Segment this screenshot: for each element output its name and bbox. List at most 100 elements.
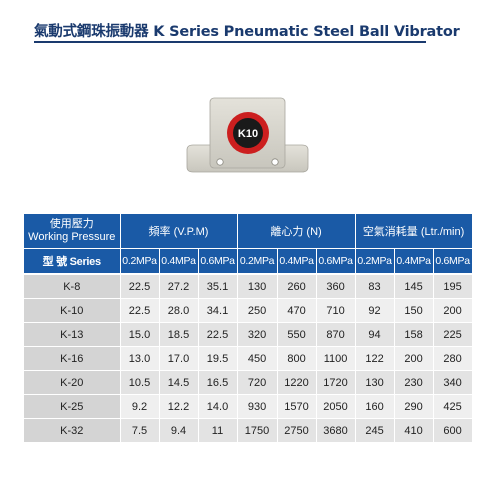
value-cell: 17.0 [159,346,199,371]
pressure-header: 0.2MPa [120,248,160,275]
value-cell: 22.5 [120,274,160,299]
model-cell: K-13 [24,322,121,347]
value-cell: 3680 [316,418,356,443]
model-cell: K-20 [24,370,121,395]
value-cell: 340 [433,370,473,395]
value-cell: 800 [277,346,317,371]
value-cell: 2050 [316,394,356,419]
value-cell: 122 [355,346,395,371]
table-row: K-16 13.0 17.0 19.5 450 800 1100 122 200 280 [24,346,473,371]
spec-table: 使用壓力 Working Pressure 頻率 (V.P.M) 離心力 (N)… [24,214,473,443]
value-cell: 710 [316,298,356,323]
value-cell: 13.0 [120,346,160,371]
value-cell: 470 [277,298,317,323]
value-cell: 260 [277,274,317,299]
value-cell: 22.5 [198,322,238,347]
model-cell: K-25 [24,394,121,419]
pressure-header: 0.4MPa [394,248,434,275]
value-cell: 145 [394,274,434,299]
value-cell: 1720 [316,370,356,395]
value-cell: 15.0 [120,322,160,347]
value-cell: 16.5 [198,370,238,395]
value-cell: 245 [355,418,395,443]
title-underline [34,41,426,43]
table-row: K-10 22.5 28.0 34.1 250 470 710 92 150 200 [24,298,473,323]
value-cell: 225 [433,322,473,347]
value-cell: 9.2 [120,394,160,419]
model-cell: K-16 [24,346,121,371]
value-cell: 930 [237,394,278,419]
value-cell: 19.5 [198,346,238,371]
spec-table-body: K-8 22.5 27.2 35.1 130 260 360 83 145 195 K-10 22.5… [24,274,473,443]
centrifugal-force-header: 離心力 (N) [237,214,356,249]
spec-table-container: 使用壓力 Working Pressure 頻率 (V.P.M) 離心力 (N)… [24,214,473,443]
value-cell: 35.1 [198,274,238,299]
value-cell: 7.5 [120,418,160,443]
value-cell: 1100 [316,346,356,371]
table-row: K-32 7.5 9.4 11 1750 2750 3680 245 410 600 [24,418,473,443]
value-cell: 160 [355,394,395,419]
product-label: K10 [238,128,258,140]
value-cell: 27.2 [159,274,199,299]
vibrator-product-image: K10 [186,97,309,173]
value-cell: 14.5 [159,370,199,395]
table-row: K-8 22.5 27.2 35.1 130 260 360 83 145 195 [24,274,473,299]
value-cell: 410 [394,418,434,443]
working-pressure-header: 使用壓力 Working Pressure [24,214,121,249]
pressure-header: 0.4MPa [159,248,199,275]
table-row: K-25 9.2 12.2 14.0 930 1570 2050 160 290 425 [24,394,473,419]
pressure-header: 0.6MPa [316,248,356,275]
model-cell: K-32 [24,418,121,443]
pressure-header: 0.6MPa [433,248,473,275]
value-cell: 34.1 [198,298,238,323]
value-cell: 200 [394,346,434,371]
value-cell: 9.4 [159,418,199,443]
value-cell: 14.0 [198,394,238,419]
value-cell: 1570 [277,394,317,419]
value-cell: 158 [394,322,434,347]
value-cell: 360 [316,274,356,299]
pressure-header: 0.2MPa [355,248,395,275]
value-cell: 720 [237,370,278,395]
pressure-header: 0.4MPa [277,248,317,275]
model-cell: K-8 [24,274,121,299]
value-cell: 18.5 [159,322,199,347]
value-cell: 425 [433,394,473,419]
value-cell: 320 [237,322,278,347]
value-cell: 230 [394,370,434,395]
value-cell: 290 [394,394,434,419]
value-cell: 195 [433,274,473,299]
page-title: 氣動式鋼珠振動器 K Series Pneumatic Steel Ball V… [34,24,460,40]
mount-hole-left [216,158,224,166]
value-cell: 11 [198,418,238,443]
value-cell: 870 [316,322,356,347]
value-cell: 280 [433,346,473,371]
pressure-header: 0.2MPa [237,248,278,275]
value-cell: 83 [355,274,395,299]
series-header: 型 號 Series [24,248,121,275]
working-pressure-header-zh: 使用壓力 [49,218,94,230]
table-row: K-13 15.0 18.5 22.5 320 550 870 94 158 225 [24,322,473,347]
value-cell: 92 [355,298,395,323]
model-cell: K-10 [24,298,121,323]
value-cell: 130 [237,274,278,299]
working-pressure-header-en: Working Pressure [28,231,116,243]
value-cell: 150 [394,298,434,323]
value-cell: 10.5 [120,370,160,395]
value-cell: 2750 [277,418,317,443]
value-cell: 200 [433,298,473,323]
value-cell: 12.2 [159,394,199,419]
value-cell: 22.5 [120,298,160,323]
value-cell: 550 [277,322,317,347]
mount-hole-right [271,158,279,166]
value-cell: 94 [355,322,395,347]
value-cell: 1220 [277,370,317,395]
pressure-header: 0.6MPa [198,248,238,275]
value-cell: 28.0 [159,298,199,323]
air-consumption-header: 空氣消耗量 (Ltr./min) [355,214,473,249]
value-cell: 1750 [237,418,278,443]
frequency-header: 頻率 (V.P.M) [120,214,238,249]
value-cell: 600 [433,418,473,443]
table-row: K-20 10.5 14.5 16.5 720 1220 1720 130 230 340 [24,370,473,395]
value-cell: 250 [237,298,278,323]
